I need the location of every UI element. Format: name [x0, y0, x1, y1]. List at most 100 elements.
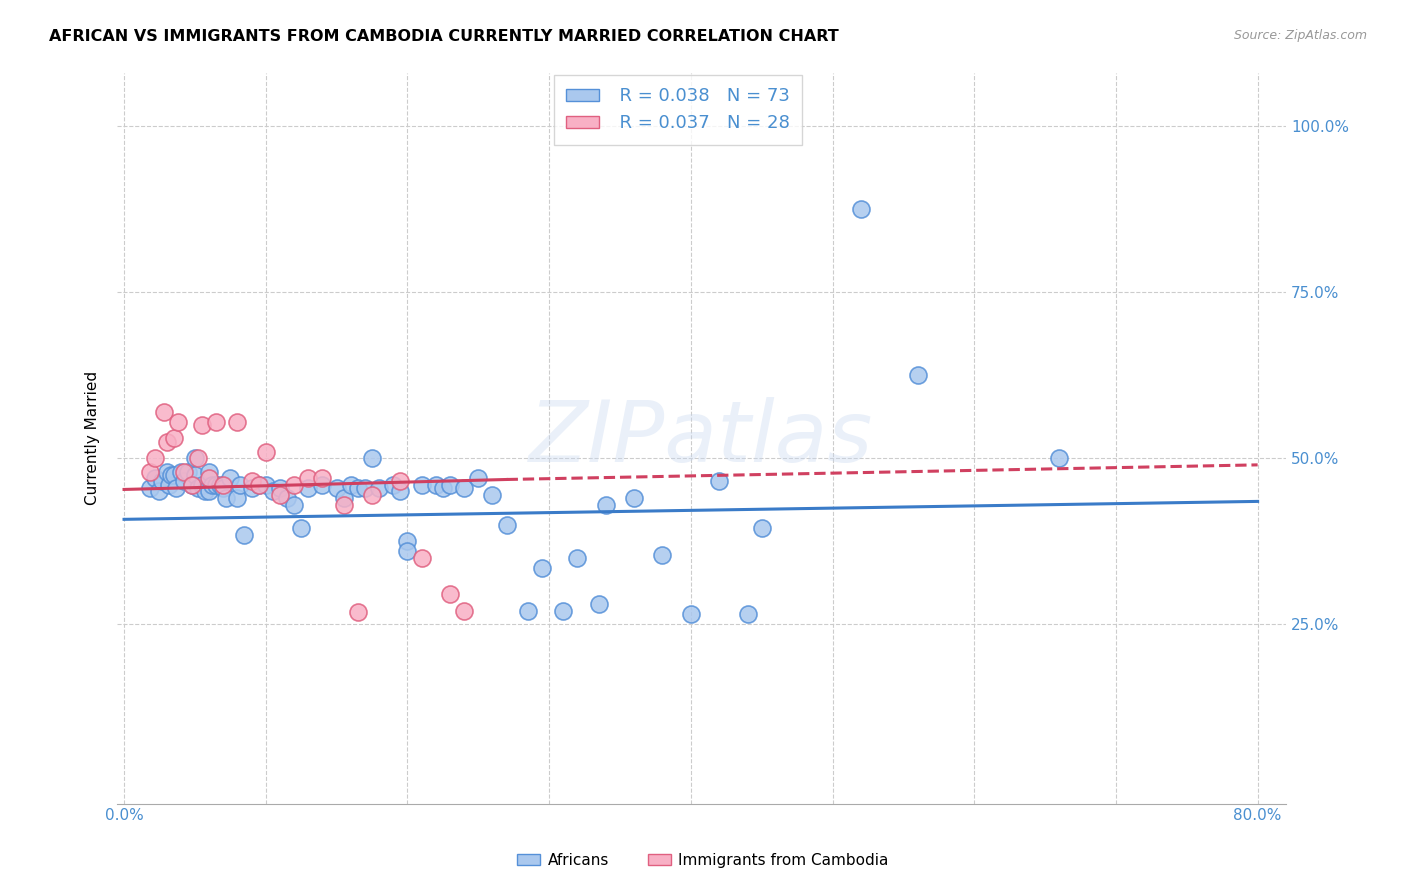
Point	[198, 484, 221, 499]
Point	[205, 415, 228, 429]
Point	[623, 491, 645, 505]
Point	[1047, 451, 1070, 466]
Text: Source: ZipAtlas.com: Source: ZipAtlas.com	[1233, 29, 1367, 43]
Point	[290, 521, 312, 535]
Point	[166, 481, 188, 495]
Point	[411, 477, 433, 491]
Point	[138, 481, 160, 495]
Point	[181, 477, 204, 491]
Point	[382, 477, 405, 491]
Point	[187, 451, 209, 466]
Point	[531, 561, 554, 575]
Point	[177, 465, 200, 479]
Point	[226, 491, 249, 505]
Point	[226, 415, 249, 429]
Point	[553, 604, 575, 618]
Y-axis label: Currently Married: Currently Married	[86, 371, 100, 506]
Point	[152, 405, 174, 419]
Point	[173, 475, 195, 489]
Point	[283, 477, 305, 491]
Point	[311, 477, 333, 491]
Point	[155, 434, 177, 449]
Point	[297, 481, 319, 495]
Point	[297, 471, 319, 485]
Point	[229, 477, 252, 491]
Point	[167, 415, 190, 429]
Legend:   R = 0.038   N = 73,   R = 0.037   N = 28: R = 0.038 N = 73, R = 0.037 N = 28	[554, 75, 803, 145]
Point	[170, 465, 193, 479]
Point	[198, 471, 221, 485]
Point	[163, 431, 186, 445]
Point	[332, 491, 354, 505]
Point	[495, 517, 517, 532]
Point	[432, 481, 454, 495]
Point	[184, 467, 207, 482]
Point	[595, 498, 617, 512]
Point	[396, 544, 419, 558]
Point	[209, 477, 232, 491]
Point	[269, 488, 291, 502]
Point	[191, 417, 214, 432]
Point	[389, 475, 412, 489]
Point	[219, 471, 242, 485]
Text: ZIPatlas: ZIPatlas	[529, 397, 873, 480]
Point	[651, 548, 673, 562]
Point	[187, 481, 209, 495]
Point	[849, 202, 872, 216]
Point	[194, 484, 217, 499]
Point	[453, 481, 475, 495]
Point	[516, 604, 538, 618]
Point	[212, 477, 235, 491]
Point	[425, 477, 447, 491]
Point	[240, 475, 263, 489]
Point	[163, 467, 186, 482]
Point	[269, 481, 291, 495]
Point	[283, 498, 305, 512]
Point	[453, 604, 475, 618]
Point	[325, 481, 347, 495]
Point	[361, 488, 384, 502]
Point	[205, 477, 228, 491]
Point	[411, 550, 433, 565]
Point	[347, 605, 370, 619]
Point	[907, 368, 929, 383]
Point	[138, 465, 160, 479]
Point	[247, 477, 270, 491]
Point	[173, 465, 195, 479]
Point	[233, 527, 256, 541]
Point	[262, 484, 284, 499]
Point	[439, 477, 461, 491]
Text: AFRICAN VS IMMIGRANTS FROM CAMBODIA CURRENTLY MARRIED CORRELATION CHART: AFRICAN VS IMMIGRANTS FROM CAMBODIA CURR…	[49, 29, 839, 45]
Point	[347, 481, 370, 495]
Point	[240, 481, 263, 495]
Point	[150, 475, 173, 489]
Point	[215, 491, 238, 505]
Point	[198, 465, 221, 479]
Point	[467, 471, 489, 485]
Point	[247, 477, 270, 491]
Point	[184, 451, 207, 466]
Point	[439, 587, 461, 601]
Point	[143, 471, 166, 485]
Point	[181, 477, 204, 491]
Point	[396, 534, 419, 549]
Point	[276, 491, 298, 505]
Point	[361, 451, 384, 466]
Point	[191, 477, 214, 491]
Point	[332, 498, 354, 512]
Point	[157, 477, 180, 491]
Point	[567, 550, 589, 565]
Point	[354, 481, 377, 495]
Point	[679, 607, 702, 622]
Point	[481, 488, 503, 502]
Point	[201, 477, 224, 491]
Point	[143, 451, 166, 466]
Point	[254, 477, 277, 491]
Point	[737, 607, 759, 622]
Point	[311, 471, 333, 485]
Point	[148, 484, 170, 499]
Point	[159, 467, 181, 482]
Legend: Africans, Immigrants from Cambodia: Africans, Immigrants from Cambodia	[512, 847, 894, 873]
Point	[751, 521, 773, 535]
Point	[339, 477, 361, 491]
